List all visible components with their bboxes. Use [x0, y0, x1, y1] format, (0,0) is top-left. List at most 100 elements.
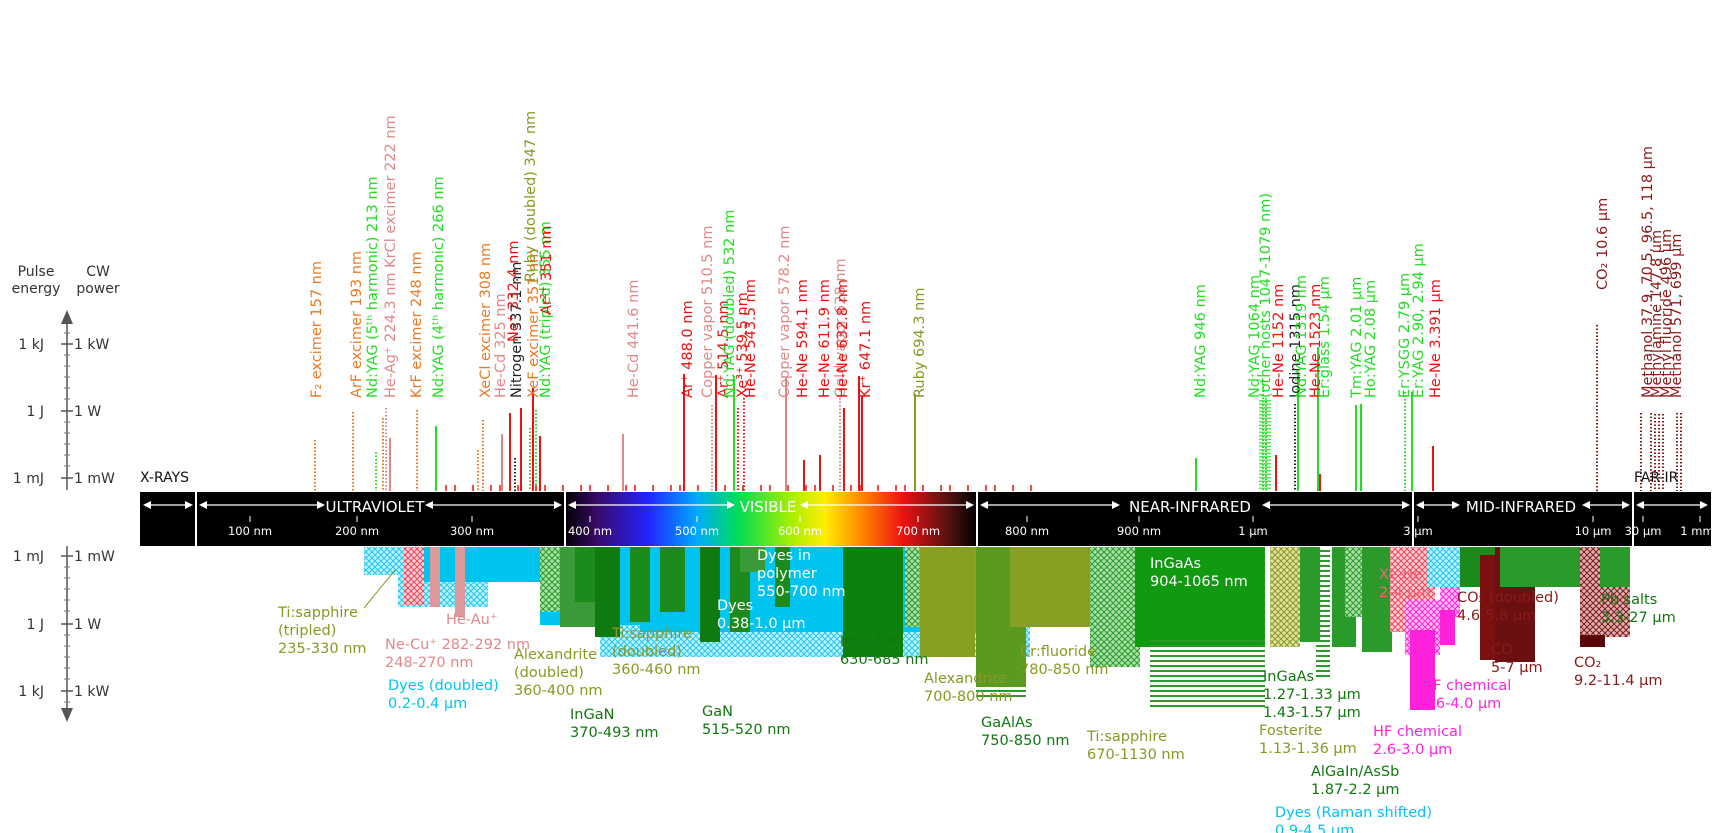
visible-gradient: [565, 492, 977, 546]
mid-infrared-label: MID-INFRARED: [1466, 498, 1576, 516]
tunable-range-block: [404, 547, 424, 605]
tunable-laser-label: Pb salts 3.3-27 µm: [1601, 592, 1676, 626]
gas-laser-label: He-Ne 611.9 nm: [817, 279, 833, 398]
band-tick-label: 3 µm: [1403, 524, 1433, 538]
mir-range-arrow-left: [1416, 501, 1460, 509]
leader-line: [363, 569, 396, 609]
gas-laser-label: Nd:YAG 1319 nm: [1294, 275, 1310, 398]
gas-laser-label: Ne⁺ 332.4 nm: [506, 241, 522, 342]
gas-laser-label: He-Ne 3.391 µm: [1428, 279, 1444, 398]
upper-axis-labels: 1 kJ 1 kW 1 J 1 W 1 mJ 1 mW: [13, 337, 115, 487]
gas-laser-label: Ruby (doubled) 347 nm: [523, 111, 539, 282]
gas-laser-label: Nd:YAG (doubled) 532 nm: [722, 210, 738, 398]
band-tick-label: 200 nm: [335, 524, 379, 538]
tunable-laser-label: He-Au⁺: [446, 612, 498, 628]
cw-label-1mw-lower: 1 mW: [74, 549, 115, 565]
gas-laser-label: Er:YAG 2.90, 2.94 µm: [1411, 243, 1427, 398]
gas-laser-label: He-Ag⁺ 224.3 nm KrCl excimer 222 nm: [383, 115, 399, 398]
tunable-laser-label: Ti:sapphire 670-1130 nm: [1086, 729, 1185, 763]
tunable-range-block: [595, 547, 620, 637]
gas-laser-label: Tm:YAG 2.01 µm: [1349, 277, 1365, 399]
tunable-laser-label: Fosterite 1.13-1.36 µm: [1259, 723, 1357, 757]
band-tick-label: 30 µm: [1625, 524, 1662, 538]
tunable-laser-label: Ti:sapphire (doubled) 360-460 nm: [611, 626, 701, 678]
gas-laser-label: Methanol 37.9, 70.5, 96.5, 118 µm: [1640, 146, 1656, 398]
cw-label-1w-lower: 1 W: [74, 617, 101, 633]
tunable-laser-label: Dyes in polymer 550-700 nm: [757, 548, 846, 600]
axis-ticks: [61, 332, 73, 703]
gas-laser-label: ArF excimer 193 nm: [349, 251, 365, 398]
cw-label-1w: 1 W: [74, 404, 101, 420]
tunable-laser-label: CO 5-7 µm: [1491, 642, 1543, 676]
gas-laser-label: Copper vapor 510.5 nm: [700, 226, 716, 398]
tunable-range-block: [1300, 547, 1320, 642]
tunable-laser-labels: Ti:sapphire (tripled) 235-330 nm Ne-Cu⁺ 282…: [277, 548, 1676, 833]
tunable-laser-label: Dyes (Raman shifted) 0.9-4.5 µm: [1275, 805, 1432, 833]
tunable-laser-label: InGaN 370-493 nm: [570, 707, 659, 741]
gas-laser-label: Methylamine 147.8 µm: [1649, 230, 1665, 398]
gas-laser-label: Er:glass 1.54 µm: [1317, 276, 1333, 398]
tunable-laser-label: InGaAs 1.27-1.33 µm 1.43-1.57 µm: [1263, 669, 1361, 721]
gas-laser-label: Ar⁺ 488.0 nm: [680, 300, 696, 398]
xrays-range-arrow: [143, 501, 193, 509]
tunable-range-block: [1316, 547, 1330, 677]
uv-range-arrow-left: [199, 501, 325, 509]
band-tick-label: 10 µm: [1575, 524, 1612, 538]
gas-laser-label: Iodine 1315 nm: [1288, 284, 1304, 398]
tunable-range-block: [660, 547, 685, 612]
band-ticks: 100 nm 200 nm 300 nm 400 nm 500 nm 600 nm 700 …: [228, 516, 1714, 538]
gas-laser-label: XeF excimer 351 nm: [526, 249, 542, 398]
gas-laser-label: He-Cd 325 nm: [493, 293, 509, 398]
pulse-label-1kj-lower: 1 kJ: [18, 684, 44, 700]
band-dividers: [195, 492, 1634, 546]
band-tick-label: 400 nm: [568, 524, 612, 538]
pulse-label-1kj: 1 kJ: [18, 337, 44, 353]
tunable-range-block: [1010, 547, 1090, 627]
tunable-laser-label: Dyes 0.38-1.0 µm: [717, 598, 806, 632]
tunable-laser-label: GaN 515-520 nm: [702, 704, 791, 738]
band-tick-label: 100 nm: [228, 524, 272, 538]
pulse-label-1mj-lower: 1 mJ: [13, 549, 44, 565]
power-axis: Pulse energy CW power 1 kJ 1 kW 1 J 1 W 1 …: [12, 264, 120, 722]
tunable-laser-label: CO₂ (doubled) 4.6-5.8 µm: [1457, 590, 1559, 624]
gas-laser-label: Kr⁺ 647.1 nm: [858, 301, 874, 398]
band-tick-label: 600 nm: [778, 524, 822, 538]
far-ir-range-arrow: [1636, 501, 1708, 509]
band-tick-label: 300 nm: [450, 524, 494, 538]
gas-laser-label: Ar²⁺ 351 nm: [539, 225, 555, 315]
band-tick-label: 1 µm: [1238, 524, 1268, 538]
tunable-laser-blocks: [364, 547, 1630, 710]
gas-laser-label: Er:YSGG 2.79 µm: [1397, 273, 1413, 398]
tunable-laser-label: Alexandrite (doubled) 360-400 nm: [514, 647, 603, 699]
tunable-laser-label: GaAlAs 750-850 nm: [981, 715, 1070, 749]
gas-laser-label: Ruby 694.3 nm: [912, 288, 928, 398]
gas-laser-label: Gold vapor 628 nm: [833, 258, 849, 398]
band-tick-label: 500 nm: [675, 524, 719, 538]
cw-label-1mw: 1 mW: [74, 471, 115, 487]
band-tick-label: 700 nm: [896, 524, 940, 538]
tunable-range-block: [920, 547, 975, 657]
visible-range-arrow-left: [568, 501, 735, 509]
visible-label: VISIBLE: [740, 498, 797, 516]
tunable-laser-label: DF chemical 3.6-4.0 µm: [1422, 678, 1511, 712]
tunable-laser-label: Ti:sapphire (tripled) 235-330 nm: [277, 605, 367, 657]
tunable-range-block: [1580, 635, 1605, 647]
gas-laser-label: He-Ne 594.1 nm: [795, 279, 811, 398]
pulse-label-1j-lower: 1 J: [27, 617, 45, 633]
gas-laser-label: He-Cd 441.6 nm: [626, 280, 642, 398]
lower-axis-arrow: [61, 708, 73, 722]
gas-laser-label: F₂ excimer 157 nm: [309, 261, 325, 398]
tunable-range-block: [775, 547, 790, 607]
tunable-laser-label: Dyes (doubled) 0.2-0.4 µm: [388, 678, 499, 712]
gas-laser-label: Methyl fluoride 496 µm: [1659, 229, 1675, 398]
tunable-range-block: [1135, 547, 1265, 647]
cw-label-1kw-lower: 1 kW: [74, 684, 109, 700]
tunable-laser-label: HF chemical 2.6-3.0 µm: [1373, 724, 1462, 758]
tunable-laser-label: Cr:fluoride 780-850 nm: [1020, 644, 1109, 678]
gas-laser-label: (other hosts 1047-1079 nm): [1258, 193, 1274, 398]
gas-laser-label: CO₂ 10.6 µm: [1595, 198, 1611, 290]
lower-axis-labels: 1 mJ 1 mW 1 J 1 W 1 kJ 1 kW: [13, 549, 115, 700]
tunable-range-block: [843, 547, 903, 657]
uv-range-arrow-right: [425, 501, 562, 509]
